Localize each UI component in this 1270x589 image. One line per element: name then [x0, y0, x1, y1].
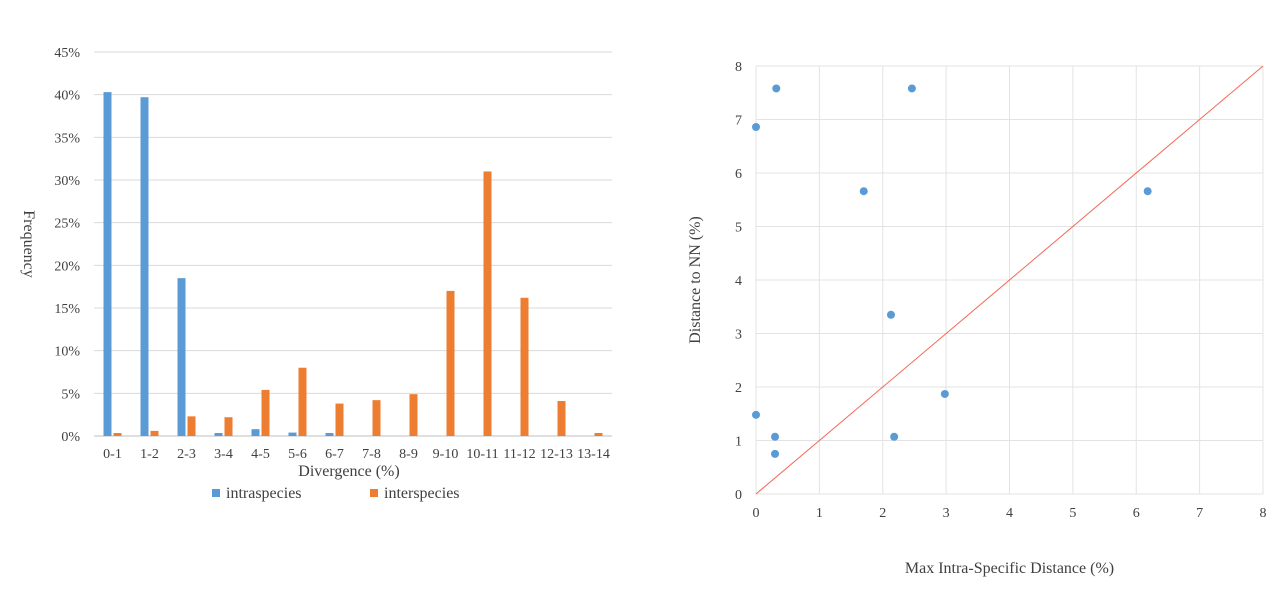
y-axis-title: Frequency — [20, 210, 37, 278]
scatter-point — [859, 187, 868, 196]
y-tick-label: 8 — [735, 60, 742, 75]
scatter-point — [1143, 187, 1152, 196]
y-tick-label: 3 — [735, 328, 742, 343]
bar-intraspecies-2-3 — [177, 278, 186, 436]
scatter-point — [886, 310, 895, 319]
x-tick-label: 7-8 — [362, 447, 381, 462]
bar-interspecies-10-11 — [483, 171, 492, 436]
reference-line-y-equals-x — [755, 65, 1264, 495]
y-tick-label: 45% — [54, 46, 80, 61]
x-tick-label: 12-13 — [540, 447, 573, 462]
y-tick-label: 5 — [735, 221, 742, 236]
scatter-point — [771, 449, 780, 458]
bar-interspecies-2-3 — [187, 416, 196, 436]
x-tick-label: 1 — [816, 506, 823, 521]
x-tick-label: 13-14 — [577, 447, 610, 462]
scatter-point — [752, 410, 760, 419]
bar-interspecies-1-2 — [150, 430, 159, 436]
x-tick-label: 2-3 — [177, 447, 196, 462]
y-tick-label: 4 — [735, 274, 742, 289]
x-tick-label: 8-9 — [399, 447, 418, 462]
x-tick-label: 3 — [943, 506, 950, 521]
bar-interspecies-12-13 — [557, 401, 566, 436]
bar-intraspecies-6-7 — [325, 433, 334, 436]
y-axis-title: Distance to NN (%) — [687, 216, 704, 344]
legend-swatch-intraspecies — [212, 489, 220, 497]
scatter-point — [771, 432, 780, 441]
scatter-point — [772, 84, 781, 93]
bar-interspecies-9-10 — [446, 290, 455, 436]
y-tick-label: 0 — [735, 488, 742, 503]
x-tick-label: 5 — [1069, 506, 1076, 521]
y-tick-label: 7 — [735, 114, 742, 129]
x-tick-label: 2 — [879, 506, 886, 521]
bar-interspecies-0-1 — [113, 433, 122, 436]
x-tick-label: 4 — [1006, 506, 1013, 521]
y-tick-label: 25% — [54, 217, 80, 232]
bar-intraspecies-1-2 — [140, 97, 149, 436]
x-tick-label: 1-2 — [140, 447, 159, 462]
x-tick-label: 10-11 — [466, 447, 498, 462]
x-tick-label: 4-5 — [251, 447, 270, 462]
y-tick-label: 15% — [54, 302, 80, 317]
scatter-point — [940, 389, 949, 398]
x-tick-label: 5-6 — [288, 447, 307, 462]
x-tick-label: 0-1 — [103, 447, 122, 462]
x-tick-label: 9-10 — [433, 447, 459, 462]
y-tick-label: 10% — [54, 345, 80, 360]
bar-intraspecies-4-5 — [251, 429, 260, 436]
x-tick-label: 6-7 — [325, 447, 344, 462]
scatter-point — [907, 84, 916, 93]
bar-interspecies-4-5 — [261, 389, 270, 436]
x-tick-label: 6 — [1133, 506, 1140, 521]
bar-interspecies-5-6 — [298, 367, 307, 436]
y-tick-label: 30% — [54, 174, 80, 189]
legend-label-interspecies: interspecies — [384, 485, 460, 502]
scatter-point — [752, 122, 760, 131]
x-axis-title: Max Intra-Specific Distance (%) — [905, 560, 1114, 577]
bar-intraspecies-5-6 — [288, 432, 297, 436]
x-axis-title: Divergence (%) — [298, 463, 399, 480]
y-tick-label: 20% — [54, 259, 80, 274]
bar-interspecies-6-7 — [335, 403, 344, 436]
y-tick-label: 5% — [61, 387, 80, 402]
bar-intraspecies-3-4 — [214, 433, 223, 436]
scatter-point — [890, 432, 899, 441]
bar-interspecies-11-12 — [520, 297, 529, 436]
y-tick-label: 35% — [54, 131, 80, 146]
y-tick-label: 40% — [54, 89, 80, 104]
bar-interspecies-3-4 — [224, 417, 233, 436]
y-tick-label: 2 — [735, 381, 742, 396]
bar-interspecies-8-9 — [409, 394, 418, 436]
x-tick-label: 0 — [753, 506, 760, 521]
x-tick-label: 8 — [1260, 506, 1267, 521]
y-tick-label: 1 — [735, 435, 742, 450]
y-tick-label: 0% — [61, 430, 80, 445]
bar-interspecies-7-8 — [372, 400, 381, 436]
bar-intraspecies-0-1 — [103, 92, 112, 437]
legend-swatch-interspecies — [370, 489, 378, 497]
bar-interspecies-13-14 — [594, 433, 603, 436]
x-tick-label: 11-12 — [503, 447, 535, 462]
x-tick-label: 7 — [1196, 506, 1203, 521]
x-tick-label: 3-4 — [214, 447, 233, 462]
y-tick-label: 6 — [735, 167, 742, 182]
legend-label-intraspecies: intraspecies — [226, 485, 302, 502]
